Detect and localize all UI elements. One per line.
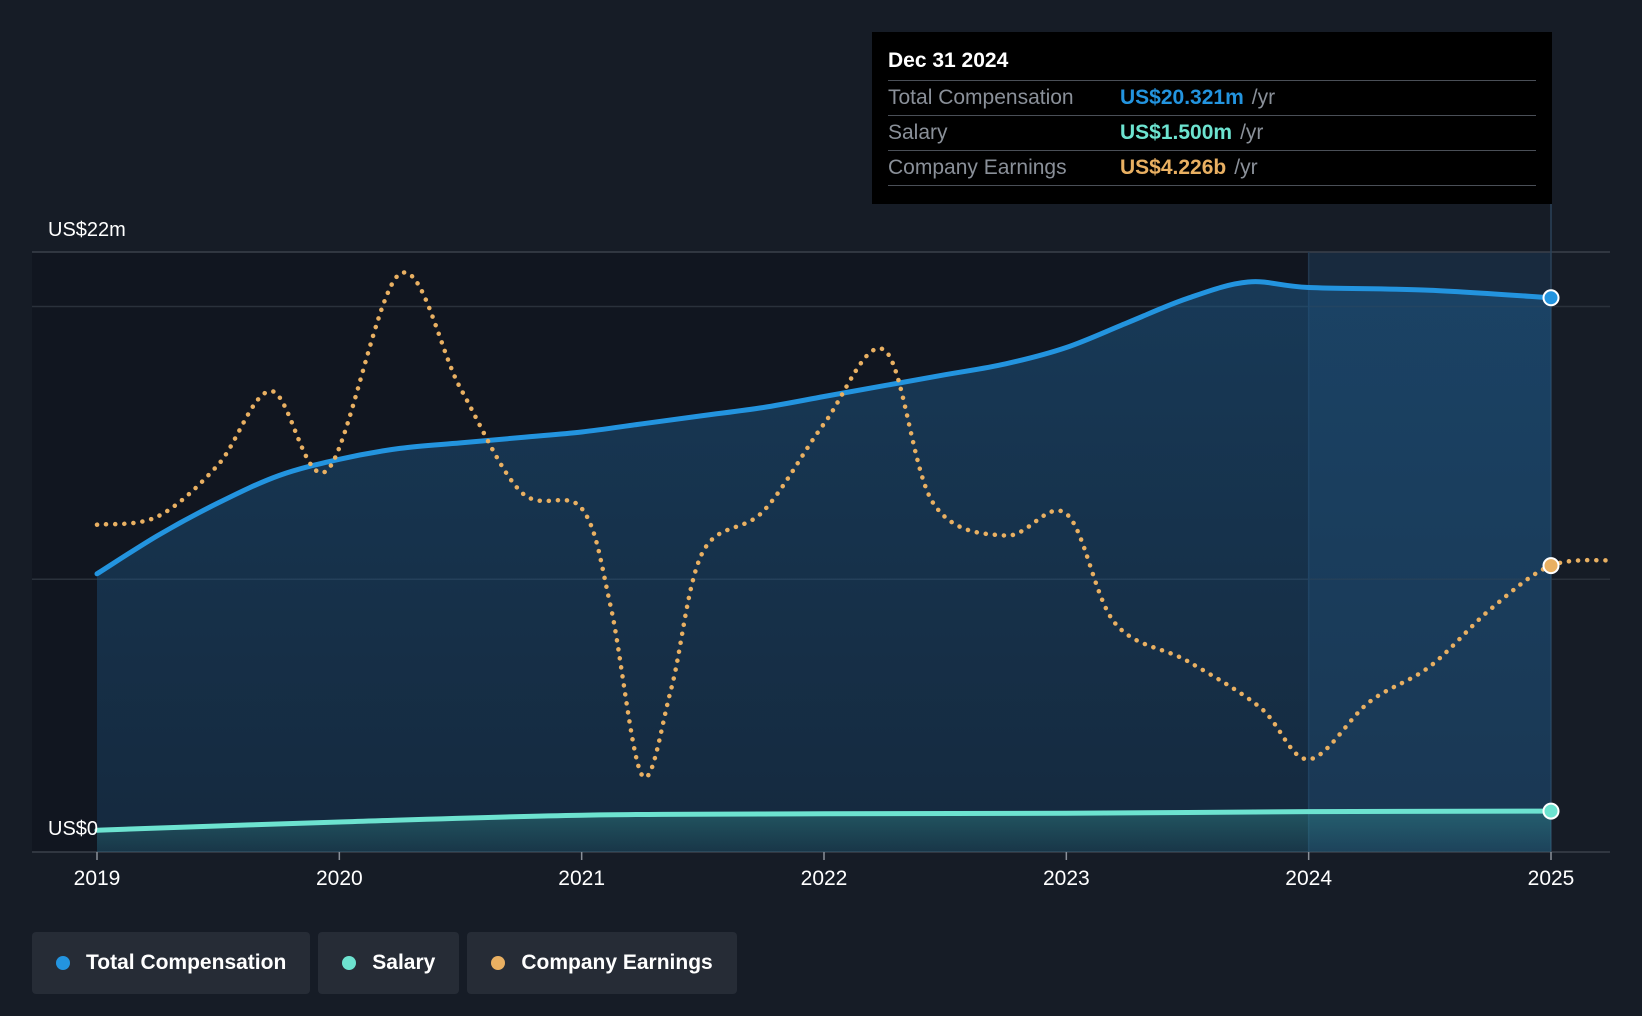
tooltip-value: US$20.321m (1120, 86, 1244, 109)
x-tick-label: 2022 (801, 867, 848, 890)
y-tick-label: US$22m (48, 219, 126, 241)
area-salary (97, 811, 1551, 852)
tooltip-unit: /yr (1240, 121, 1264, 144)
y-tick-label: US$0 (48, 818, 98, 840)
tooltip-label: Company Earnings (888, 156, 1067, 179)
point-salary (1542, 802, 1560, 820)
legend-label: Total Compensation (86, 951, 287, 974)
series-areas (97, 281, 1551, 852)
tooltip: Dec 31 2024 Total Compensation US$20.321… (872, 32, 1552, 204)
tooltip-unit: /yr (1234, 156, 1258, 179)
x-tick-label: 2024 (1285, 867, 1332, 890)
series-lines (94, 270, 1614, 833)
legend: Total Compensation Salary Company Earnin… (32, 932, 737, 994)
line-company-earnings (94, 270, 1614, 780)
legend-dot-icon (56, 956, 70, 970)
tooltip-row-total-compensation: Total Compensation US$20.321m /yr (888, 80, 1536, 115)
x-tick-label: 2019 (74, 867, 121, 890)
legend-dot-icon (491, 956, 506, 970)
point-total-compensation (1542, 289, 1560, 307)
tooltip-label: Salary (888, 121, 948, 144)
line-total-compensation (94, 279, 1554, 577)
tooltip-label: Total Compensation (888, 86, 1074, 109)
x-tick-label: 2021 (558, 867, 605, 890)
x-tick-label: 2023 (1043, 867, 1090, 890)
x-tick-label: 2025 (1528, 867, 1575, 890)
line-salary (94, 808, 1554, 833)
tooltip-value: US$4.226b (1120, 156, 1227, 179)
legend-item-salary[interactable]: Salary (318, 932, 460, 994)
legend-dot-icon (342, 956, 357, 970)
x-tick-label: 2020 (316, 867, 363, 890)
legend-label: Salary (372, 951, 436, 974)
legend-item-total-compensation[interactable]: Total Compensation (32, 932, 311, 994)
legend-item-company-earnings[interactable]: Company Earnings (467, 932, 737, 994)
axes: US$22m US$0 2019 2020 2021 2022 2023 2024 2025 (48, 219, 1574, 890)
highlight-points (1542, 289, 1560, 820)
tooltip-unit: /yr (1251, 86, 1276, 109)
tooltip-row-company-earnings: Company Earnings US$4.226b /yr (888, 150, 1536, 186)
tooltip-value: US$1.500m (1120, 121, 1233, 144)
area-total-compensation (97, 281, 1551, 852)
legend-label: Company Earnings (521, 951, 713, 974)
tooltip-row-salary: Salary US$1.500m /yr (888, 115, 1536, 150)
tooltip-date: Dec 31 2024 (888, 49, 1009, 72)
point-company-earnings (1542, 557, 1560, 575)
